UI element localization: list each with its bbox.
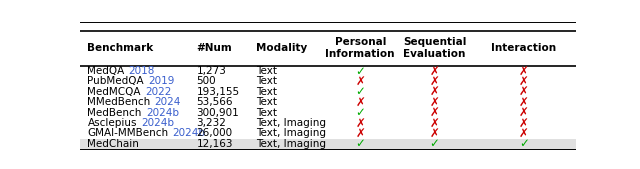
Text: 300,901: 300,901 <box>196 108 239 118</box>
Text: Asclepius: Asclepius <box>88 118 137 128</box>
Text: Modality: Modality <box>256 43 307 53</box>
Text: Text: Text <box>256 108 277 118</box>
Text: Text: Text <box>256 97 277 107</box>
Text: 2024b: 2024b <box>141 118 174 128</box>
Text: MedMCQA: MedMCQA <box>88 87 141 97</box>
Text: Personal
Information: Personal Information <box>326 38 395 59</box>
Bar <box>80 66 576 76</box>
Text: GMAI-MMBench: GMAI-MMBench <box>88 128 168 138</box>
Text: Text: Text <box>256 87 277 97</box>
Text: ✗: ✗ <box>519 96 529 109</box>
Text: ✗: ✗ <box>429 65 440 78</box>
Text: MedChain: MedChain <box>88 139 140 149</box>
Bar <box>80 76 576 87</box>
Text: Text, Imaging: Text, Imaging <box>256 128 326 138</box>
Text: Text: Text <box>256 76 277 86</box>
Text: ✗: ✗ <box>429 106 440 119</box>
Text: ✗: ✗ <box>355 75 365 88</box>
Bar <box>80 118 576 128</box>
Text: Interaction: Interaction <box>492 43 557 53</box>
Text: 2024b: 2024b <box>146 108 179 118</box>
Text: 500: 500 <box>196 76 216 86</box>
Text: 193,155: 193,155 <box>196 87 240 97</box>
Text: 26,000: 26,000 <box>196 128 233 138</box>
Text: ✗: ✗ <box>429 127 440 140</box>
Text: ✗: ✗ <box>355 127 365 140</box>
Text: ✗: ✗ <box>519 75 529 88</box>
Text: Text: Text <box>256 66 277 76</box>
Bar <box>80 97 576 107</box>
Text: 2024: 2024 <box>155 97 181 107</box>
Text: 3,232: 3,232 <box>196 118 227 128</box>
Text: Sequential
Evaluation: Sequential Evaluation <box>403 38 467 59</box>
Text: ✗: ✗ <box>429 85 440 98</box>
Text: ✗: ✗ <box>519 85 529 98</box>
Text: 1,273: 1,273 <box>196 66 227 76</box>
Text: PubMedQA: PubMedQA <box>88 76 144 86</box>
Text: MedBench: MedBench <box>88 108 142 118</box>
Bar <box>80 87 576 97</box>
Text: 12,163: 12,163 <box>196 139 233 149</box>
Text: ✗: ✗ <box>355 117 365 130</box>
Text: 2022: 2022 <box>145 87 172 97</box>
Text: MMedBench: MMedBench <box>88 97 150 107</box>
Text: ✓: ✓ <box>429 137 440 150</box>
Text: 2018: 2018 <box>129 66 155 76</box>
Text: ✗: ✗ <box>519 65 529 78</box>
Text: ✗: ✗ <box>429 75 440 88</box>
Text: ✗: ✗ <box>355 96 365 109</box>
Text: ✓: ✓ <box>355 106 365 119</box>
Text: MedQA: MedQA <box>88 66 125 76</box>
Bar <box>80 107 576 118</box>
Text: ✓: ✓ <box>355 85 365 98</box>
Text: 2019: 2019 <box>148 76 175 86</box>
Text: ✓: ✓ <box>519 137 529 150</box>
Text: 53,566: 53,566 <box>196 97 233 107</box>
Bar <box>80 139 576 149</box>
Text: ✗: ✗ <box>519 117 529 130</box>
Text: 2024b: 2024b <box>173 128 205 138</box>
Text: Benchmark: Benchmark <box>88 43 154 53</box>
Text: Text, Imaging: Text, Imaging <box>256 118 326 128</box>
Text: ✗: ✗ <box>429 117 440 130</box>
Text: ✗: ✗ <box>519 127 529 140</box>
Text: ✗: ✗ <box>429 96 440 109</box>
Text: ✗: ✗ <box>519 106 529 119</box>
Text: Text, Imaging: Text, Imaging <box>256 139 326 149</box>
Text: ✓: ✓ <box>355 65 365 78</box>
Text: ✓: ✓ <box>355 137 365 150</box>
Bar <box>80 128 576 139</box>
Text: #Num: #Num <box>196 43 232 53</box>
